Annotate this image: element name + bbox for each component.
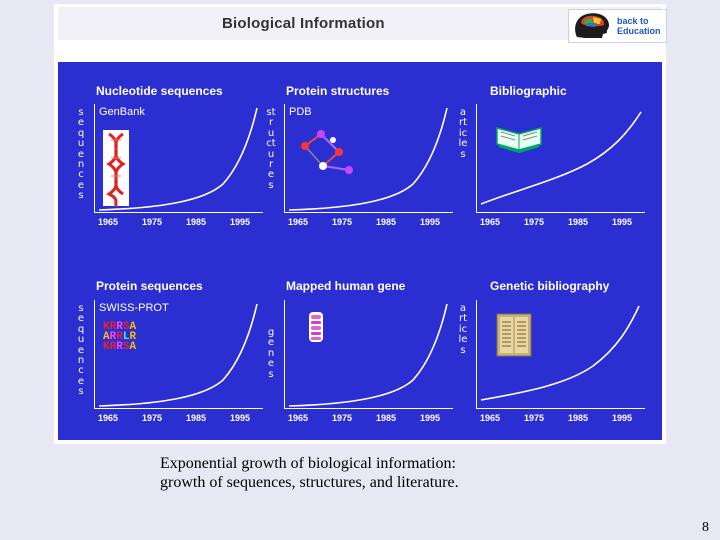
chart-4-x-tick: 1985 [186, 413, 207, 423]
slide-figure: Biological Information back to Education… [54, 4, 667, 444]
chart-5-x-tick: 1995 [420, 413, 441, 423]
chart-4-growth-line [98, 303, 258, 407]
chart-4-dataset-label: SWISS-PROT [99, 302, 169, 314]
chart-2-x-tick: 1965 [288, 217, 309, 227]
chart-3-x-tick: 1985 [568, 217, 589, 227]
brain-head-icon [575, 13, 609, 38]
back-link-text: back to Education [617, 16, 661, 36]
manuscript-icon [496, 313, 532, 357]
chart-2-canvas [288, 107, 448, 211]
chart-3-x-tick: 1975 [524, 217, 545, 227]
growth-charts-panel: Nucleotide sequences sequences GenBank 1965… [58, 62, 662, 440]
chart-4-x-tick: 1995 [230, 413, 251, 423]
chart-6-canvas [480, 305, 640, 401]
chart-4-sequence-line: KRRSA [103, 321, 137, 333]
figure-title: Biological Information [222, 15, 385, 32]
chart-1-x-tick: 1975 [142, 217, 163, 227]
chart-4-title: Protein sequences [96, 279, 203, 293]
chart-5-title: Mapped human gene [286, 279, 406, 293]
chart-1-plot: GenBank [94, 104, 263, 213]
chart-2-x-tick: 1995 [420, 217, 441, 227]
chart-6-x-tick: 1965 [480, 413, 501, 423]
chart-2-growth-line [288, 107, 448, 211]
chart-4-x-tick: 1965 [98, 413, 119, 423]
chromosome-icon [309, 312, 323, 342]
chart-2-ylabel: structures [266, 107, 276, 191]
chart-2-title: Protein structures [286, 84, 390, 98]
back-line1: back to [617, 16, 649, 26]
chart-5-x-tick: 1975 [332, 413, 353, 423]
chart-4-plot: SWISS-PROT KRRSA ARRLR KRRSA [94, 300, 263, 409]
chart-4-sequence-line: ARRLR [103, 331, 137, 343]
chart-1-canvas [98, 107, 258, 211]
chart-5-ylabel: genes [267, 327, 275, 380]
chart-5-canvas [288, 303, 448, 407]
chart-2-plot: PDB [284, 104, 453, 213]
chart-3-x-tick: 1965 [480, 217, 501, 227]
chart-4-sequence-line: KRRSA [103, 341, 137, 353]
chart-6-plot [476, 300, 645, 409]
chart-1-ylabel: sequences [77, 107, 85, 202]
back-line2: Education [617, 26, 661, 36]
chart-3-x-tick: 1995 [612, 217, 633, 227]
chart-6-x-tick: 1975 [524, 413, 545, 423]
chart-3-ylabel: articles [458, 107, 468, 160]
figure-caption: Exponential growth of biological informa… [160, 454, 459, 492]
dna-icon [103, 130, 129, 208]
chart-3-title: Bibliographic [490, 84, 567, 98]
chart-1-dataset-label: GenBank [99, 106, 145, 118]
chart-6-x-tick: 1985 [568, 413, 589, 423]
chart-1-x-tick: 1995 [230, 217, 251, 227]
chart-2-dataset-label: PDB [289, 106, 312, 118]
chart-1-x-tick: 1965 [98, 217, 119, 227]
chart-6-growth-line [480, 305, 640, 401]
chart-6-title: Genetic bibliography [490, 279, 610, 293]
chart-5-plot [284, 300, 453, 409]
chart-3-growth-line [480, 111, 642, 205]
chart-4-ylabel: sequences [77, 303, 85, 398]
chart-1-title: Nucleotide sequences [96, 84, 223, 98]
caption-line2: growth of sequences, structures, and lit… [160, 474, 459, 491]
chart-3-canvas [480, 111, 642, 205]
chart-1-growth-line [98, 107, 258, 211]
chart-4-x-tick: 1975 [142, 413, 163, 423]
chart-6-x-tick: 1995 [612, 413, 633, 423]
chart-2-x-tick: 1985 [376, 217, 397, 227]
chart-4-canvas [98, 303, 258, 407]
chart-5-x-tick: 1985 [376, 413, 397, 423]
back-to-education-button[interactable]: back to Education [568, 9, 667, 43]
chart-2-x-tick: 1975 [332, 217, 353, 227]
chart-6-ylabel: articles [458, 303, 468, 356]
chart-5-growth-line [288, 303, 448, 407]
molecule-icon [301, 130, 353, 174]
chart-3-plot [476, 104, 645, 213]
page-number: 8 [702, 520, 709, 535]
chart-5-x-tick: 1965 [288, 413, 309, 423]
caption-line1: Exponential growth of biological informa… [160, 455, 456, 472]
book-icon [496, 127, 542, 154]
chart-1-x-tick: 1985 [186, 217, 207, 227]
figure-header: Biological Information back to Education [58, 7, 667, 43]
